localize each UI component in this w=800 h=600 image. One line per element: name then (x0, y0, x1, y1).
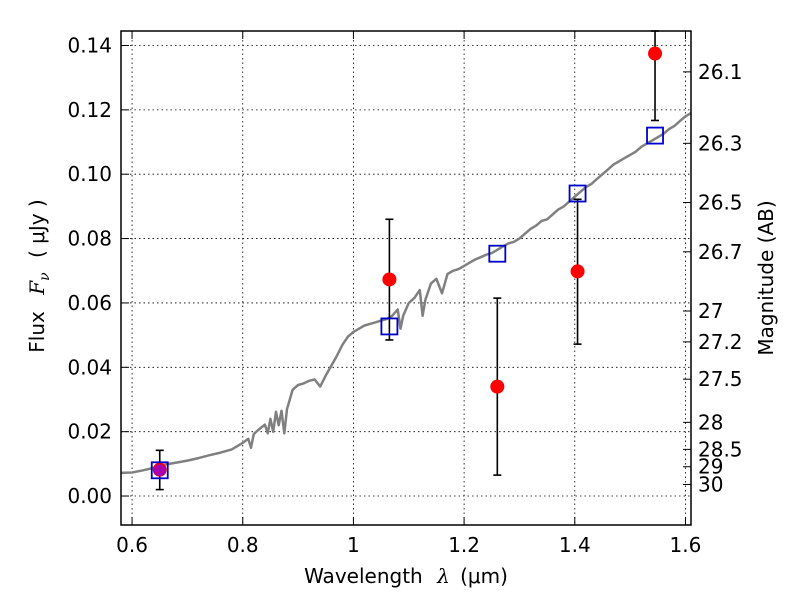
magnitude-tick-label: 28 (698, 410, 723, 434)
y-tick-label: 0.10 (67, 162, 112, 186)
y-axis-label: Flux Fν ( μJy ) (25, 199, 54, 352)
y-tick-label: 0.00 (67, 484, 112, 508)
x-axis-label-text: Wavelength (304, 564, 423, 588)
x-tick-label: 1 (347, 533, 360, 557)
model-band-point (380, 317, 399, 336)
model-band-point (646, 126, 664, 145)
observed-point (490, 379, 505, 394)
y-axis-label-text: Flux (25, 311, 49, 353)
model-band-points-layer (150, 126, 664, 480)
model-spectrum-layer (120, 112, 692, 475)
y-axis-label-symbol: F (25, 280, 49, 296)
y-tick-label: 0.02 (67, 420, 112, 444)
magnitude-tick-label: 26.3 (698, 131, 743, 155)
grid-lines (121, 31, 691, 525)
y-tick-label: 0.06 (67, 291, 112, 315)
observed-point (382, 272, 397, 287)
model-spectrum-line (120, 112, 692, 475)
y-axis-label-subscript: ν (37, 272, 53, 281)
observed-point (648, 46, 663, 61)
x-axis-label-unit: (μm) (460, 564, 508, 588)
x-axis-label-symbol: λ (436, 564, 450, 588)
y-tick-label: 0.04 (67, 355, 112, 379)
x-tick-label: 1.6 (670, 533, 702, 557)
model-band-point (568, 184, 587, 203)
x-tick-label: 0.6 (116, 533, 148, 557)
y-axis-right-label: Magnitude (AB) (754, 200, 778, 355)
observed-point (570, 264, 585, 279)
magnitude-tick-label: 29 (698, 455, 723, 479)
x-axis-label: Wavelength λ (μm) (304, 564, 508, 588)
y-tick-label: 0.08 (67, 227, 112, 251)
y-axis-label-unit: ( μJy ) (25, 199, 49, 258)
ticks-layer (121, 31, 691, 525)
magnitude-tick-label: 26.7 (698, 240, 743, 264)
model-band-point (488, 244, 507, 263)
overlap-point (153, 464, 166, 477)
x-tick-label: 1.4 (559, 533, 591, 557)
y-tick-labels: 0.00 0.02 0.04 0.06 0.08 0.10 0.12 0.14 (67, 33, 112, 508)
y-tick-label: 0.14 (67, 33, 112, 57)
magnitude-tick-label: 27.5 (698, 367, 743, 391)
x-tick-label: 0.8 (227, 533, 259, 557)
y-tick-label: 0.12 (67, 98, 112, 122)
magnitude-tick-label: 28.5 (698, 437, 743, 461)
magnitude-tick-label: 27.2 (698, 330, 743, 354)
magnitude-tick-label: 26.5 (698, 191, 743, 215)
plot-frame (120, 30, 692, 526)
x-tick-labels: 0.6 0.8 1 1.2 1.4 1.6 (116, 533, 701, 557)
magnitude-tick-label: 27 (698, 299, 723, 323)
magnitude-tick-label: 26.1 (698, 60, 743, 84)
magnitude-tick-label: 30 (698, 472, 723, 496)
model-band-point (150, 461, 169, 480)
x-tick-label: 1.2 (448, 533, 480, 557)
